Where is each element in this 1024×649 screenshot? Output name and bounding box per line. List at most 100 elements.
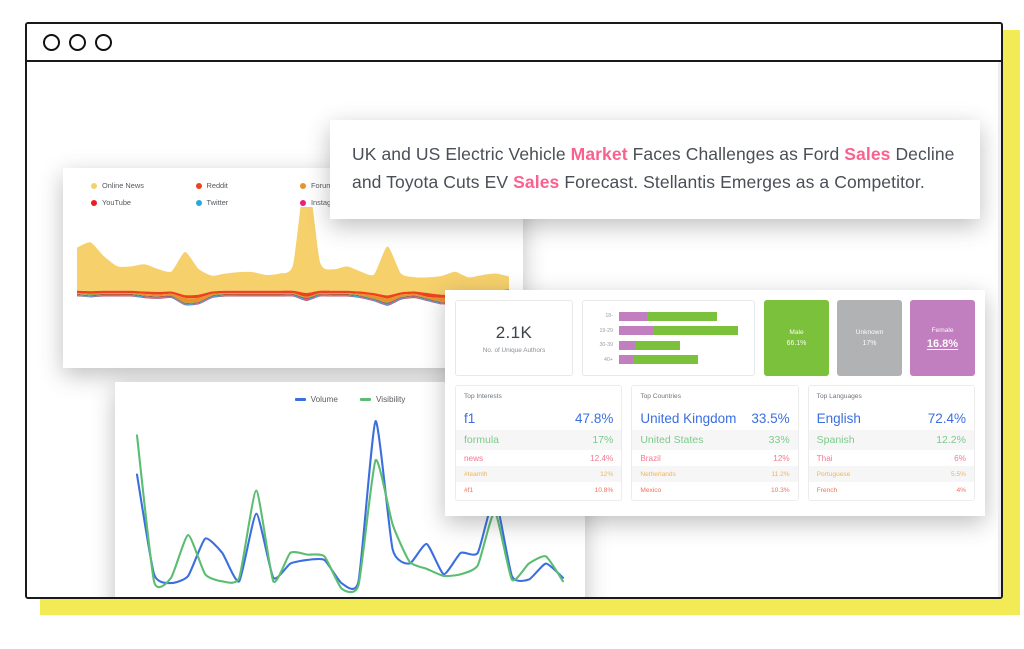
stream-band-forums	[77, 291, 509, 303]
age-bar-row: 19-29	[589, 326, 744, 336]
legend-item[interactable]: Forums	[300, 181, 405, 190]
top-list-row-value: 10.8%	[594, 486, 614, 494]
top-list-title: Top Interests	[464, 393, 502, 400]
top-list-row-value: 12%	[773, 453, 790, 463]
legend-color-dot	[91, 199, 97, 206]
top-list-row[interactable]: Spanish 12.2%	[808, 430, 974, 450]
top-list-row-value: 12.2%	[936, 434, 966, 446]
streamgraph-plot	[77, 207, 509, 306]
stream-band-radio	[77, 293, 509, 306]
legend-item[interactable]: YouTube	[91, 198, 196, 207]
browser-window: Online News Reddit Forums Blogs	[25, 22, 1003, 599]
top-list-row-value: 10.3%	[770, 486, 790, 494]
gender-tile-value: 66.1%	[786, 340, 807, 347]
top-list-row[interactable]: formula 17%	[456, 430, 622, 450]
legend-label: YouTube	[102, 198, 132, 207]
audience-dashboard-card: 2.1K No. of Unique Authors 18- 19-29 30-39…	[445, 290, 985, 516]
top-list-row[interactable]: Brazil 12%	[632, 450, 797, 466]
top-list-row[interactable]: Thai 6%	[809, 450, 974, 466]
legend-item[interactable]: Instagram	[300, 198, 405, 207]
top-list-row-label: Mexico	[640, 486, 662, 494]
legend-item[interactable]: Online News	[91, 181, 196, 190]
top-list-row-label: Brazil	[640, 453, 661, 463]
top-list-row-label: Thai	[816, 453, 833, 463]
top-list-row[interactable]: f1 47.8%	[456, 406, 621, 430]
gender-tile-value: 17%	[862, 340, 877, 347]
top-list-row-label: French	[816, 486, 838, 494]
top-list-row-label: formula	[464, 434, 500, 446]
top-list-row[interactable]: #f1 10.8%	[456, 482, 621, 498]
legend-item[interactable]: Twitter	[195, 198, 301, 207]
top-list-row-label: #teamlh	[464, 470, 488, 478]
gender-split-panel: Male 66.1% Unknown 17% Female 16.8%	[764, 300, 975, 376]
headline-card: UK and US Electric Vehicle Market Faces …	[330, 120, 980, 219]
line-chart-legend: Volume Visibility	[115, 382, 585, 404]
window-maximize-icon[interactable]	[95, 33, 112, 51]
top-list-row[interactable]: news 12.4%	[456, 450, 621, 466]
top-list-row[interactable]: United States 33%	[632, 430, 798, 450]
browser-titlebar	[27, 24, 1001, 62]
age-bar-male-segment	[635, 340, 681, 350]
gender-tile-label: Unknown	[855, 329, 884, 336]
age-bar-track	[619, 311, 744, 321]
age-bar-female-segment	[619, 340, 636, 350]
legend-color-dot	[300, 199, 306, 206]
headline-text: UK and US Electric Vehicle Market Faces …	[352, 140, 958, 197]
top-list-row[interactable]: Netherlands 11.2%	[632, 466, 798, 482]
line-series-visibility	[135, 434, 565, 594]
top-lists-row: Top Interests f1 47.8% formula 17% news 12.4% #…	[455, 385, 975, 501]
age-bar-row: 30-39	[589, 340, 744, 350]
age-bar-male-segment	[652, 326, 738, 336]
top-list-column: Top Languages English 72.4% Spanish 12.2% Tha…	[807, 385, 975, 501]
vertical-scrollbar[interactable]	[998, 62, 1001, 597]
legend-label: Reddit	[206, 181, 228, 190]
age-bar-row: 40+	[589, 355, 744, 365]
legend-color-dot	[91, 182, 97, 189]
top-list-row[interactable]: United Kingdom 33.5%	[632, 406, 797, 430]
headline-highlight: Sales	[844, 144, 891, 164]
legend-item[interactable]: Reddit	[195, 181, 301, 190]
top-list-row-label: Netherlands	[640, 470, 676, 478]
top-list-row-label: English	[816, 410, 861, 426]
unique-authors-panel: 2.1K No. of Unique Authors	[455, 300, 573, 376]
gender-tile-label: Female	[931, 326, 954, 334]
age-bar-label: 18-	[605, 313, 613, 320]
legend-color-bar	[359, 398, 371, 401]
top-list-row[interactable]: English 72.4%	[809, 406, 974, 430]
top-list-row-label: f1	[464, 410, 476, 426]
age-bar-row: 18-	[589, 311, 744, 321]
top-list-row-label: United States	[640, 434, 704, 446]
top-list-row-value: 12.4%	[590, 453, 614, 463]
top-list-row[interactable]: Portuguese 5.5%	[808, 466, 974, 482]
legend-label: Forums	[311, 181, 337, 190]
window-minimize-icon[interactable]	[69, 33, 86, 51]
gender-tile-male[interactable]: Male 66.1%	[764, 300, 829, 376]
age-bar-female-segment	[619, 355, 633, 365]
top-list-row[interactable]: French 4%	[809, 482, 974, 498]
top-list-row-value: 33%	[768, 434, 790, 446]
legend-color-dot	[300, 182, 306, 189]
gender-tile-female[interactable]: Female 16.8%	[910, 300, 975, 376]
top-list-row-label: news	[464, 453, 484, 463]
legend-item-volume[interactable]: Volume	[294, 395, 338, 404]
top-list-row-label: Spanish	[816, 434, 855, 446]
window-close-icon[interactable]	[43, 33, 60, 51]
dashboard-top-row: 2.1K No. of Unique Authors 18- 19-29 30-39…	[455, 300, 975, 376]
age-bar-label: 40+	[604, 356, 613, 363]
top-list-column: Top Countries United Kingdom 33.5% United S…	[631, 385, 799, 501]
legend-color-bar	[294, 398, 306, 401]
stream-band-instagram	[77, 293, 509, 306]
stream-band-reddit	[77, 289, 509, 299]
legend-item-visibility[interactable]: Visibility	[359, 395, 405, 404]
top-list-row-value: 72.4%	[927, 410, 966, 426]
top-list-row[interactable]: Mexico 10.3%	[632, 482, 797, 498]
top-list-column: Top Interests f1 47.8% formula 17% news 12.4% #…	[455, 385, 623, 501]
age-bar-label: 19-29	[599, 327, 613, 334]
gender-tile-unknown[interactable]: Unknown 17%	[837, 300, 902, 376]
age-bar-female-segment	[619, 326, 653, 336]
top-list-row-label: United Kingdom	[640, 410, 737, 426]
stream-band-online-news	[77, 207, 509, 296]
age-bar-track	[619, 355, 744, 365]
top-list-row[interactable]: #teamlh 12%	[456, 466, 622, 482]
